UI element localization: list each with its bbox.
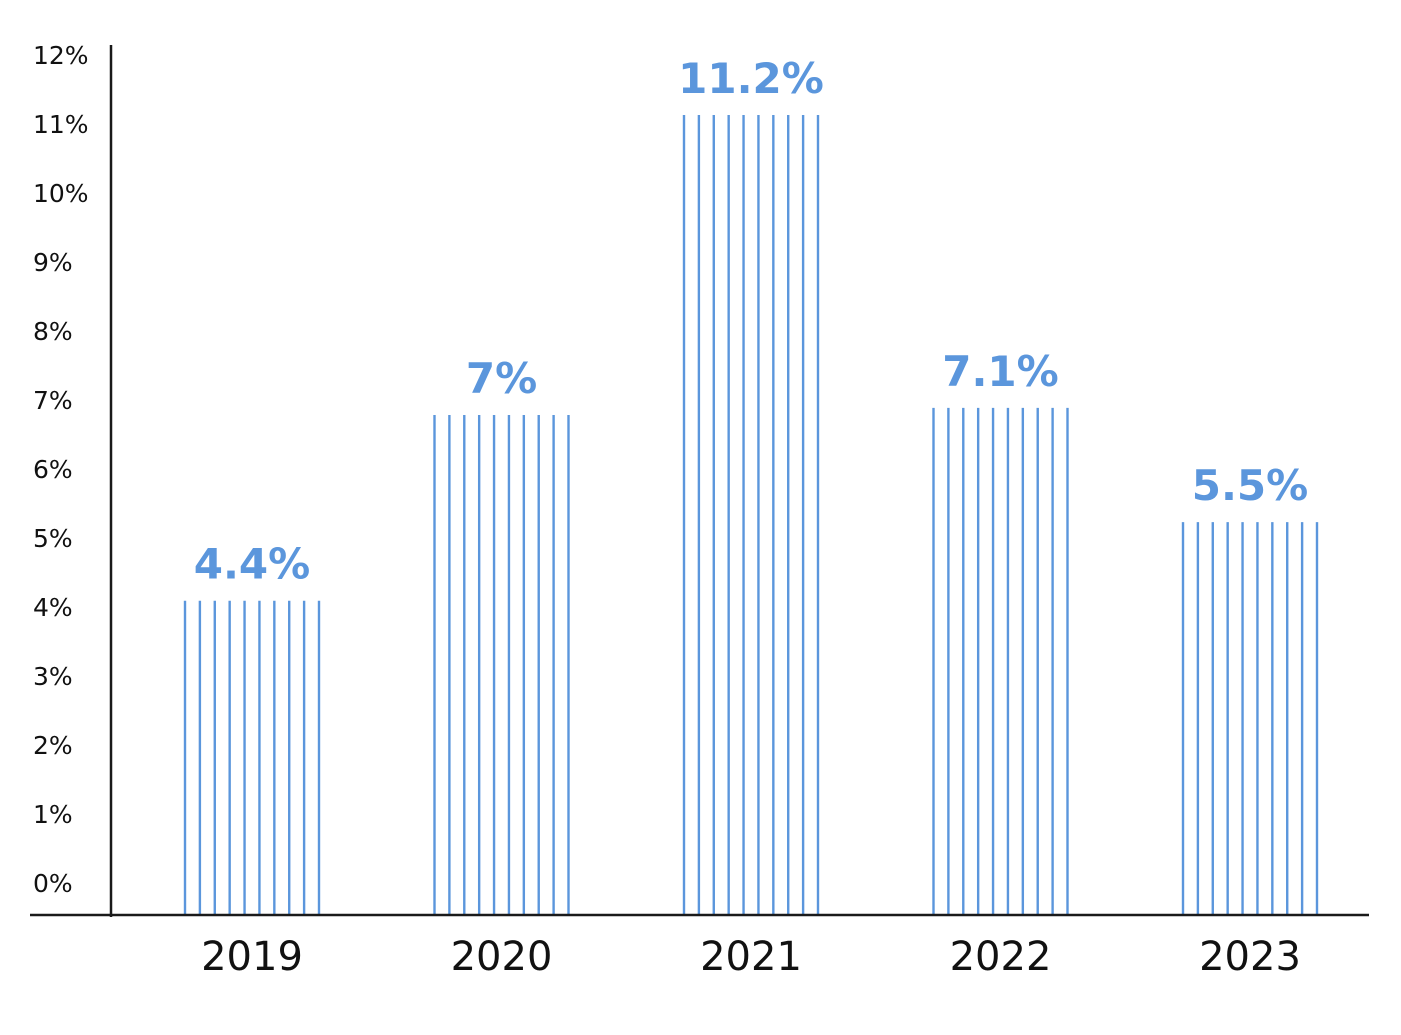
- bar-value-label: 11.2%: [678, 54, 824, 103]
- y-tick-label: 0%: [33, 869, 73, 898]
- bar: [183, 600, 321, 915]
- value-labels: 4.4% 7% 11.2% 7.1% 5.5%: [194, 54, 1308, 589]
- x-tick-label: 2021: [700, 934, 802, 980]
- bar-value-label: 4.4%: [194, 540, 310, 589]
- bar: [682, 115, 820, 915]
- bar: [1181, 522, 1319, 915]
- bar-value-label: 5.5%: [1192, 461, 1308, 510]
- bars: [183, 115, 1319, 915]
- y-tick-label: 1%: [33, 800, 73, 829]
- y-tick-label: 11%: [33, 110, 89, 139]
- y-tick-label: 9%: [33, 248, 73, 277]
- x-tick-label: 2022: [950, 934, 1052, 980]
- bar: [932, 407, 1069, 915]
- bar: [433, 415, 570, 915]
- y-tick-label: 4%: [33, 593, 73, 622]
- y-tick-label: 3%: [33, 662, 73, 691]
- y-tick-label: 6%: [33, 455, 73, 484]
- y-tick-label: 8%: [33, 317, 73, 346]
- y-tick-label: 2%: [33, 731, 73, 760]
- x-axis-ticks: 2019 2020 2021 2022 2023: [201, 934, 1301, 980]
- y-tick-label: 5%: [33, 524, 73, 553]
- y-tick-label: 12%: [33, 41, 89, 70]
- y-tick-label: 7%: [33, 386, 73, 415]
- y-tick-label: 10%: [33, 179, 89, 208]
- bar-value-label: 7.1%: [942, 347, 1058, 396]
- bar-value-label: 7%: [466, 354, 537, 403]
- x-tick-label: 2019: [201, 934, 303, 980]
- x-tick-label: 2020: [451, 934, 553, 980]
- x-tick-label: 2023: [1199, 934, 1301, 980]
- y-axis-ticks: 0% 1% 2% 3% 4% 5% 6% 7% 8% 9% 10% 11% 12%: [33, 41, 89, 898]
